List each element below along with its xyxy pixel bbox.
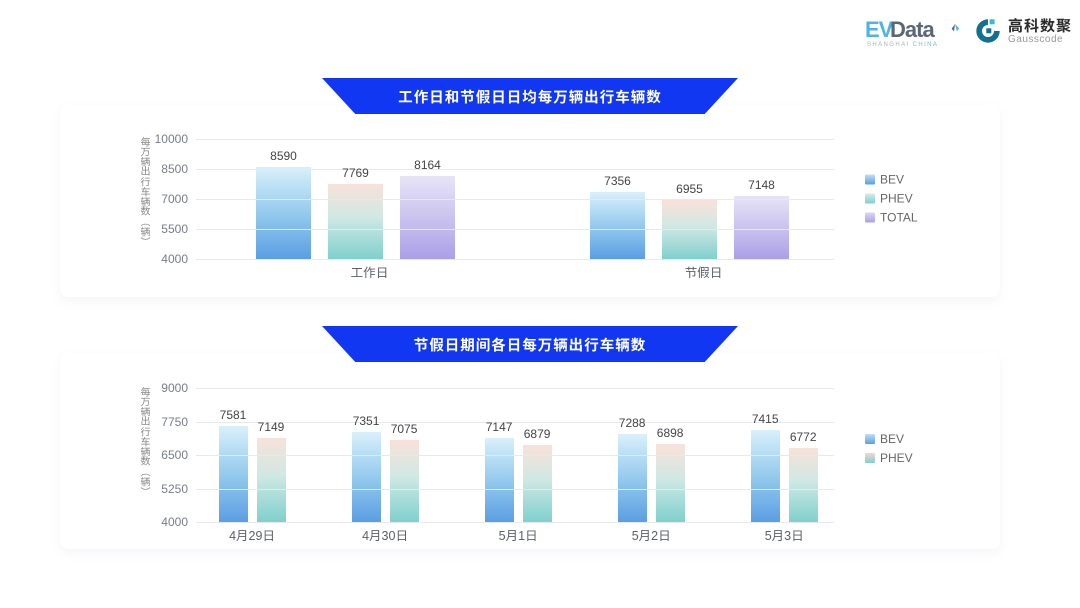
svg-text:SHANGHAI CHINA: SHANGHAI CHINA [867, 42, 938, 47]
svg-text:Data: Data [890, 17, 935, 42]
